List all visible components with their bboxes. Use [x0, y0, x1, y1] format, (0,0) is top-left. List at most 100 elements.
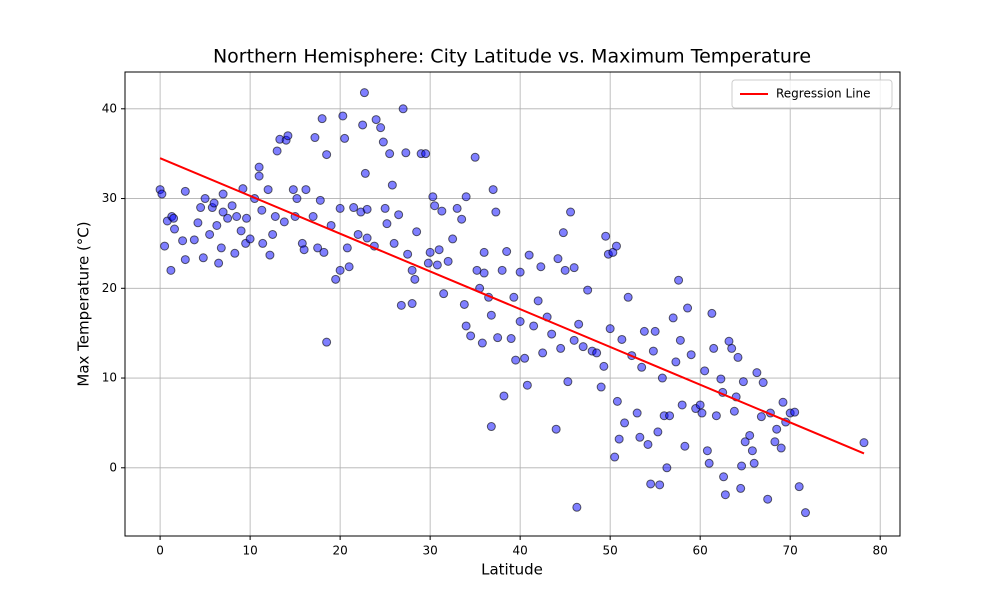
point	[479, 247, 489, 257]
point	[212, 220, 222, 230]
point	[340, 133, 350, 143]
point	[223, 213, 233, 223]
point	[387, 180, 397, 190]
point	[470, 152, 480, 162]
point	[313, 243, 323, 253]
point	[272, 146, 282, 156]
point	[662, 463, 672, 473]
point	[428, 192, 438, 202]
point	[216, 243, 226, 253]
point	[524, 250, 534, 260]
point	[205, 229, 215, 239]
point	[279, 217, 289, 227]
point	[407, 299, 417, 309]
point	[612, 396, 622, 406]
point	[733, 352, 743, 362]
point	[461, 192, 471, 202]
point	[617, 334, 627, 344]
point	[536, 262, 546, 272]
point	[749, 458, 759, 468]
point	[178, 236, 188, 246]
point	[574, 319, 584, 329]
legend-label: Regression Line	[776, 87, 870, 101]
point	[650, 326, 660, 336]
point	[763, 494, 773, 504]
point	[859, 438, 869, 448]
point	[558, 228, 568, 238]
point	[315, 195, 325, 205]
point	[308, 211, 318, 221]
point	[716, 374, 726, 384]
point	[362, 233, 372, 243]
point	[611, 241, 621, 251]
point	[680, 441, 690, 451]
point	[270, 211, 280, 221]
point	[711, 411, 721, 421]
x-tick-label: 80	[873, 544, 888, 558]
point	[342, 243, 352, 253]
point	[491, 207, 501, 217]
point	[605, 324, 615, 334]
chart-title: Northern Hemisphere: City Latitude vs. M…	[213, 46, 811, 68]
point	[674, 275, 684, 285]
point	[434, 245, 444, 255]
point	[466, 331, 476, 341]
point	[443, 256, 453, 266]
point	[529, 321, 539, 331]
point	[459, 299, 469, 309]
point	[596, 382, 606, 392]
point	[572, 502, 582, 512]
point	[371, 115, 381, 125]
point	[180, 255, 190, 265]
point	[522, 380, 532, 390]
point	[193, 218, 203, 228]
point	[425, 247, 435, 257]
point	[160, 241, 170, 251]
point	[551, 424, 561, 434]
point	[752, 368, 762, 378]
point	[704, 458, 714, 468]
point	[745, 430, 755, 440]
point	[227, 201, 237, 211]
point	[635, 432, 645, 442]
point	[218, 207, 228, 217]
point	[403, 249, 413, 259]
point	[359, 88, 369, 98]
point	[623, 292, 633, 302]
point	[772, 424, 782, 434]
point	[230, 248, 240, 258]
point	[301, 185, 311, 195]
point	[353, 229, 363, 239]
x-tick-label: 10	[242, 544, 257, 558]
point	[665, 411, 675, 421]
point	[452, 203, 462, 213]
point	[497, 265, 507, 275]
y-tick-label: 40	[102, 101, 117, 115]
point	[509, 292, 519, 302]
point	[242, 213, 252, 223]
point	[335, 203, 345, 213]
point	[646, 479, 656, 489]
point	[695, 400, 705, 410]
point	[254, 162, 264, 172]
point	[410, 274, 420, 284]
legend-box	[731, 79, 893, 109]
point	[556, 343, 566, 353]
point	[265, 250, 275, 260]
point	[170, 224, 180, 234]
point	[632, 408, 642, 418]
point	[637, 362, 647, 372]
point	[360, 168, 370, 178]
point	[700, 366, 710, 376]
y-tick-label: 20	[102, 281, 117, 295]
point	[439, 289, 449, 299]
point	[254, 171, 264, 181]
point	[790, 407, 800, 417]
point	[747, 446, 757, 456]
point	[776, 443, 786, 453]
point	[770, 437, 780, 447]
point	[486, 422, 496, 432]
point	[319, 247, 329, 257]
point	[720, 490, 730, 500]
point	[671, 357, 681, 367]
